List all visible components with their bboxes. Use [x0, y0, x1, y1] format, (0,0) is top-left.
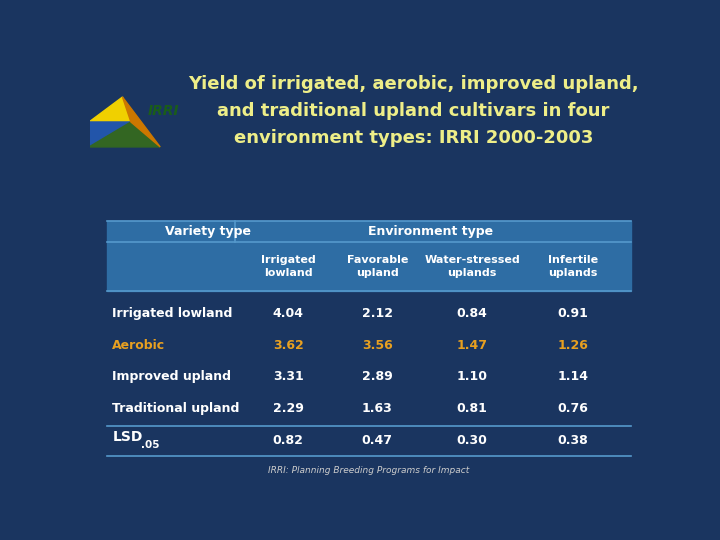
- Text: 2.89: 2.89: [362, 370, 392, 383]
- Text: Infertile
uplands: Infertile uplands: [548, 255, 598, 278]
- Polygon shape: [89, 122, 131, 147]
- Text: 2.29: 2.29: [273, 402, 304, 415]
- Polygon shape: [89, 97, 131, 122]
- Text: 1.26: 1.26: [557, 339, 588, 352]
- Text: IRRI: IRRI: [148, 104, 179, 118]
- Text: IRRI: Planning Breeding Programs for Impact: IRRI: Planning Breeding Programs for Imp…: [269, 465, 469, 475]
- Text: 1.14: 1.14: [557, 370, 588, 383]
- Text: 3.62: 3.62: [273, 339, 303, 352]
- Text: Yield of irrigated, aerobic, improved upland,: Yield of irrigated, aerobic, improved up…: [189, 75, 639, 93]
- Text: 0.30: 0.30: [456, 434, 487, 447]
- Text: 3.31: 3.31: [273, 370, 303, 383]
- Polygon shape: [89, 122, 160, 147]
- Text: 0.76: 0.76: [557, 402, 588, 415]
- Text: Water-stressed
uplands: Water-stressed uplands: [424, 255, 520, 278]
- Text: Improved upland: Improved upland: [112, 370, 231, 383]
- Text: Irrigated
lowland: Irrigated lowland: [261, 255, 315, 278]
- Text: Variety type: Variety type: [166, 225, 251, 238]
- Text: LSD: LSD: [112, 430, 143, 444]
- Text: 4.04: 4.04: [273, 307, 304, 320]
- Bar: [107, 221, 631, 241]
- Text: 0.82: 0.82: [273, 434, 304, 447]
- Text: 0.81: 0.81: [456, 402, 487, 415]
- Text: Irrigated lowland: Irrigated lowland: [112, 307, 233, 320]
- Text: and traditional upland cultivars in four: and traditional upland cultivars in four: [217, 102, 610, 120]
- Text: environment types: IRRI 2000-2003: environment types: IRRI 2000-2003: [234, 129, 593, 147]
- Text: Traditional upland: Traditional upland: [112, 402, 240, 415]
- Text: Favorable
upland: Favorable upland: [347, 255, 408, 278]
- Text: 2.12: 2.12: [362, 307, 393, 320]
- Text: 0.47: 0.47: [362, 434, 393, 447]
- Text: Environment type: Environment type: [368, 225, 493, 238]
- Text: 0.91: 0.91: [557, 307, 588, 320]
- Text: 1.47: 1.47: [456, 339, 487, 352]
- Bar: [107, 241, 631, 292]
- Polygon shape: [122, 97, 160, 147]
- Text: 0.38: 0.38: [557, 434, 588, 447]
- Text: .05: .05: [141, 440, 160, 450]
- Text: 1.63: 1.63: [362, 402, 392, 415]
- Text: 1.10: 1.10: [456, 370, 487, 383]
- Text: 0.84: 0.84: [456, 307, 487, 320]
- Text: Aerobic: Aerobic: [112, 339, 166, 352]
- Text: 3.56: 3.56: [362, 339, 392, 352]
